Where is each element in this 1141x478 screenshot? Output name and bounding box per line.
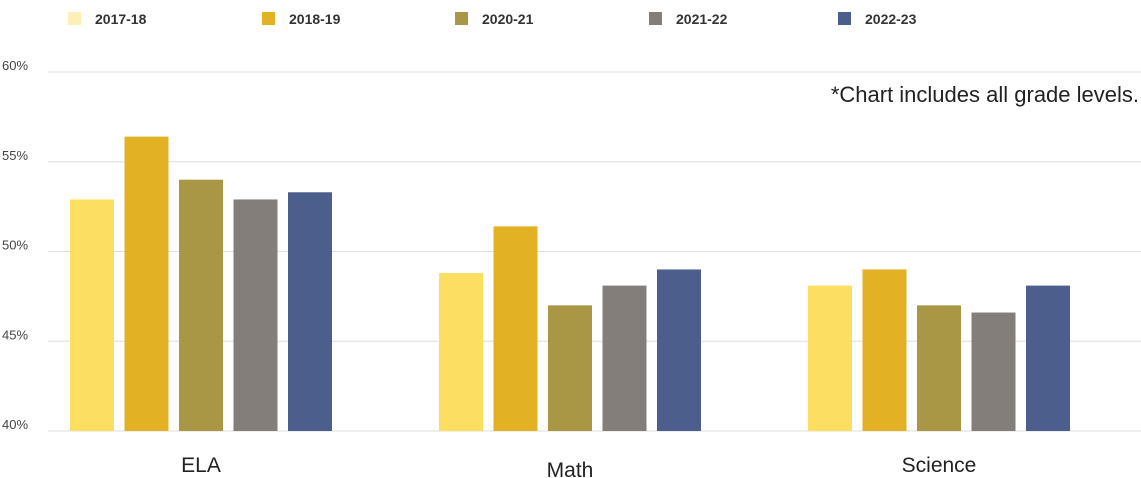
legend-swatch-2020-21	[455, 12, 468, 25]
bar-2022-23-science	[1026, 285, 1070, 431]
category-label-math: Math	[547, 459, 594, 478]
legend-label-2022-23: 2022-23	[865, 11, 917, 27]
y-tick-label: 55%	[2, 148, 28, 163]
legend-swatch-2021-22	[649, 12, 662, 25]
bar-2020-21-math	[548, 305, 592, 431]
category-label-ela: ELA	[181, 454, 221, 477]
legend-label-2018-19: 2018-19	[289, 11, 341, 27]
bar-2022-23-math	[657, 269, 701, 431]
y-tick-label: 40%	[2, 417, 28, 432]
bar-2017-18-science	[808, 285, 852, 431]
y-tick-label: 60%	[2, 58, 28, 73]
y-tick-label: 45%	[2, 327, 28, 342]
legend-swatch-2022-23	[838, 12, 851, 25]
bar-2021-22-ela	[233, 199, 278, 431]
category-label-science: Science	[902, 454, 977, 477]
legend-swatch-2018-19	[262, 12, 275, 25]
bar-2017-18-math	[439, 273, 483, 431]
bar-2020-21-science	[917, 305, 961, 431]
bar-2018-19-ela	[124, 136, 169, 431]
bars	[70, 136, 1070, 431]
bar-2018-19-math	[493, 226, 538, 431]
legend-swatch-2017-18	[68, 12, 81, 25]
bar-2018-19-science	[862, 269, 907, 431]
legend-label-2020-21: 2020-21	[482, 11, 534, 27]
bar-2022-23-ela	[288, 192, 332, 431]
bar-2021-22-science	[971, 312, 1016, 431]
bar-2020-21-ela	[179, 179, 223, 431]
chart-note: *Chart includes all grade levels.	[831, 82, 1139, 107]
bar-2017-18-ela	[70, 199, 114, 431]
y-axis-ticks: 40% 45% 50% 55% 60%	[2, 58, 28, 432]
y-tick-label: 50%	[2, 238, 28, 253]
legend: 2017-18 2018-19 2020-21 2021-22 2022-23	[68, 11, 917, 27]
bar-2021-22-math	[602, 285, 647, 431]
legend-label-2021-22: 2021-22	[676, 11, 728, 27]
legend-label-2017-18: 2017-18	[95, 11, 147, 27]
category-labels: ELA Math Science	[181, 454, 976, 478]
